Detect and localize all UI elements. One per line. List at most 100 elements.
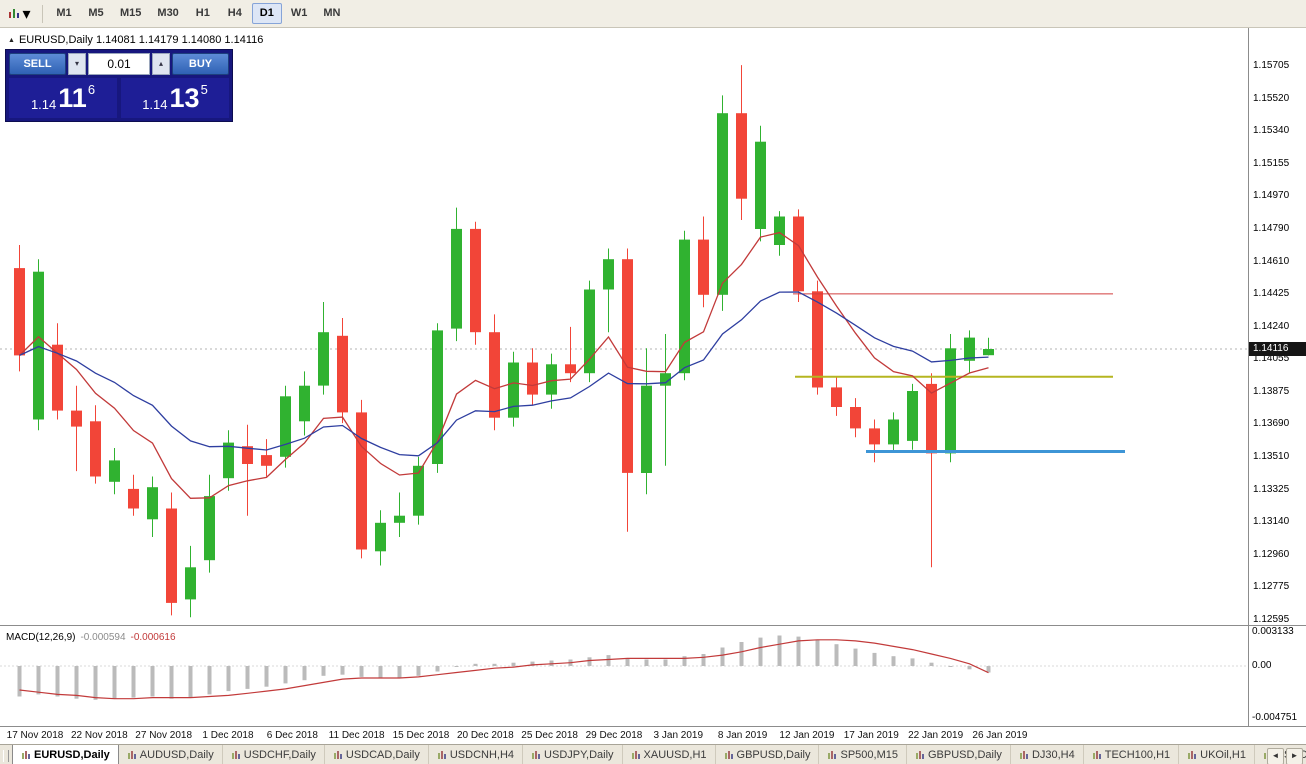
candle-body: [546, 364, 557, 395]
tab-chart-icon: [1187, 750, 1197, 759]
chart-tab-usdcnh-h4[interactable]: USDCNH,H4: [429, 745, 524, 764]
timeframe-button-m1[interactable]: M1: [56, 7, 72, 19]
macd-bar: [397, 666, 402, 678]
chart-tab-usdjpy-daily[interactable]: USDJPY,Daily: [523, 745, 623, 764]
macd-bar: [492, 663, 497, 666]
chart-tab-xauusd-h1[interactable]: XAUUSD,H1: [623, 745, 716, 764]
buy-price-main: 1.14: [142, 97, 168, 112]
candle-body: [166, 508, 177, 603]
timeframe-button-m5[interactable]: M5: [88, 7, 104, 19]
candle-body: [128, 488, 139, 509]
chart-tab-ukoil-h1[interactable]: UKOil,H1: [1179, 745, 1255, 764]
timeframe-button-m15[interactable]: M15: [120, 7, 142, 19]
tab-chart-icon: [1019, 750, 1028, 759]
macd-bar: [112, 666, 117, 699]
candle-body: [603, 259, 614, 290]
price-chart-svg[interactable]: [0, 28, 1248, 625]
tab-chart-icon: [531, 750, 541, 759]
price-axis-label: 1.13690: [1253, 418, 1290, 430]
buy-price-display[interactable]: 1.14 13 5: [121, 78, 229, 118]
macd-bar: [74, 666, 79, 699]
moving-average-line: [19, 291, 989, 457]
chart-tab-usdchf-daily[interactable]: USDCHF,Daily: [223, 745, 325, 764]
time-axis-label: 20 Dec 2018: [456, 730, 514, 741]
candle-body: [831, 387, 842, 407]
macd-indicator-label: MACD(12,26,9) -0.000594 -0.000616: [6, 632, 176, 643]
candle-body: [413, 465, 424, 516]
timeframe-button-mn[interactable]: MN: [323, 7, 341, 19]
tab-scroll-left-button[interactable]: ◄: [1267, 748, 1284, 764]
timeframe-button-w1[interactable]: W1: [290, 7, 308, 19]
macd-bar: [150, 666, 155, 697]
macd-scale-label: 0.003133: [1252, 625, 1294, 637]
one-click-trading-panel: SELL ▾ 0.01 ▴ BUY 1.14 11 6 1.14 13 5: [6, 50, 232, 121]
macd-bar: [929, 662, 934, 666]
candle-body: [109, 460, 120, 482]
tab-chart-icon: [724, 750, 733, 759]
candle-body: [394, 515, 405, 523]
indicator-window-divider[interactable]: [0, 625, 1306, 626]
chart-tab-dj30-h4[interactable]: DJ30,H4: [1011, 745, 1084, 764]
tab-scroll-right-button[interactable]: ►: [1286, 748, 1303, 764]
tab-label: EURUSD,Daily: [34, 748, 110, 761]
sell-button[interactable]: SELL: [9, 53, 66, 75]
candles-layer: [14, 65, 994, 618]
candle-body: [679, 239, 690, 374]
timeframe-toolbar: ▾ M1 M5 M15 M30 H1 H4 D1 W1 MN: [0, 0, 1306, 28]
volume-input[interactable]: 0.01: [88, 53, 150, 75]
candle-body: [261, 455, 272, 466]
sell-price-display[interactable]: 1.14 11 6: [9, 78, 117, 118]
macd-bar: [758, 637, 763, 666]
macd-bar: [682, 656, 687, 666]
chart-tab-tech100-h1[interactable]: TECH100,H1: [1084, 745, 1180, 764]
macd-bar: [834, 644, 839, 666]
candle-body: [641, 385, 652, 473]
candle-body: [318, 332, 329, 386]
price-axis-label: 1.12595: [1253, 613, 1290, 625]
volume-increase-button[interactable]: ▴: [152, 53, 170, 75]
time-axis[interactable]: 17 Nov 2018 22 Nov 2018 27 Nov 2018 1 Dec 2…: [0, 726, 1306, 744]
macd-chart-svg[interactable]: [0, 626, 1248, 726]
macd-histogram: [17, 635, 991, 700]
macd-bar: [302, 666, 307, 681]
chart-tab-audusd-daily[interactable]: AUDUSD,Daily: [119, 745, 223, 764]
volume-decrease-button[interactable]: ▾: [68, 53, 86, 75]
price-axis[interactable]: 1.15705 1.15520 1.15340 1.15155 1.14970 1.147…: [1249, 28, 1306, 726]
chart-tab-usdcad-daily[interactable]: USDCAD,Daily: [325, 745, 429, 764]
chart-tab-gbpusd-daily[interactable]: GBPUSD,Daily: [716, 745, 820, 764]
price-axis-label: 1.13510: [1253, 451, 1290, 463]
candle-body: [299, 385, 310, 422]
price-axis-border: [1248, 28, 1249, 726]
chart-tab-eurusd-daily[interactable]: EURUSD,Daily: [12, 745, 119, 764]
timeframe-button-d1[interactable]: D1: [251, 3, 282, 24]
chart-title: ▲ EURUSD,Daily 1.14081 1.14179 1.14080 1…: [8, 34, 263, 46]
price-axis-label: 1.13325: [1253, 483, 1290, 495]
candle-body: [736, 113, 747, 199]
tabbar-grip[interactable]: [3, 750, 9, 762]
tab-chart-icon: [231, 750, 240, 759]
chart-symbol-icon: ▲: [8, 36, 15, 44]
macd-bar: [872, 652, 877, 666]
candle-body: [52, 344, 63, 411]
macd-bar: [36, 666, 41, 695]
timeframe-button-m30[interactable]: M30: [157, 7, 179, 19]
chart-panel[interactable]: 1.15705 1.15520 1.15340 1.15155 1.14970 1.147…: [0, 28, 1306, 726]
chart-periods-menu-button[interactable]: ▾: [3, 2, 37, 25]
candle-body: [812, 291, 823, 388]
candle-body: [337, 335, 348, 413]
chart-tab-gbpusd-daily[interactable]: GBPUSD,Daily: [907, 745, 1011, 764]
candle-body: [185, 567, 196, 600]
chart-tab-sp500-m15[interactable]: SP500,M15: [819, 745, 907, 764]
price-axis-label: 1.12960: [1253, 548, 1290, 560]
candle-body: [432, 330, 443, 464]
macd-bar: [473, 663, 478, 666]
candle-body: [755, 141, 766, 229]
buy-button[interactable]: BUY: [172, 53, 229, 75]
time-axis-label: 29 Dec 2018: [585, 730, 643, 741]
price-axis-label: 1.15520: [1253, 92, 1290, 104]
macd-scale-label: 0.00: [1252, 660, 1272, 671]
tab-chart-icon: [333, 750, 342, 759]
timeframe-button-h4[interactable]: H4: [227, 7, 242, 19]
timeframe-button-h1[interactable]: H1: [195, 7, 210, 19]
